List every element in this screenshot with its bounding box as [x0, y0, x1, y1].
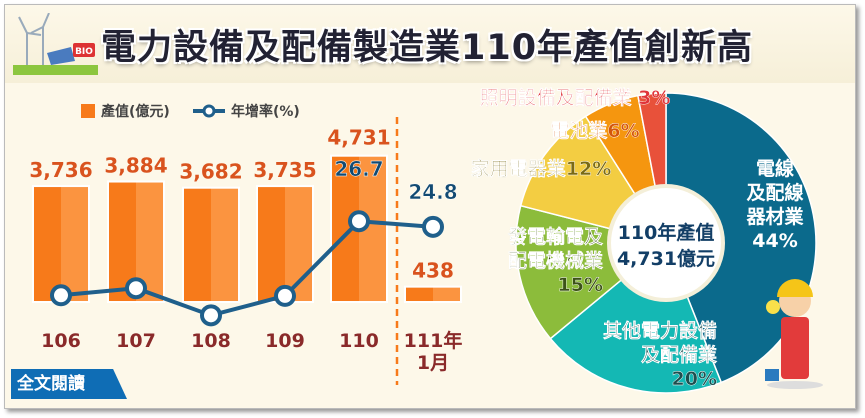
growth-point — [50, 284, 72, 307]
legend-line: 年增率(%) — [193, 101, 300, 121]
pie-slice-label: 電線 — [756, 157, 794, 180]
growth-point — [274, 284, 296, 307]
legend-line-label: 年增率(%) — [231, 104, 300, 120]
x-axis-label: 107 — [116, 330, 156, 352]
read-more-button[interactable]: 全文閱讀 — [11, 369, 127, 399]
bar-value-label: 3,884 — [104, 154, 167, 178]
x-axis-label: 108 — [191, 330, 231, 352]
pie-slice-label: 15% — [558, 274, 603, 296]
bar-highlight — [433, 287, 460, 301]
toolbox-icon — [765, 369, 779, 381]
growth-line — [60, 219, 434, 318]
logo-text: BIO — [75, 47, 93, 57]
bar-highlight — [61, 187, 88, 301]
pie-slice-label: 44% — [752, 230, 797, 252]
pie-slice-label: 家用電器業12% — [471, 157, 611, 180]
bar — [258, 187, 285, 301]
growth-point — [125, 277, 147, 300]
worker-shadow — [767, 381, 823, 389]
pie-slice-label: 發電輸電及 — [507, 225, 604, 248]
legend-bar: 產值(億元) — [81, 101, 170, 121]
header — [5, 5, 855, 83]
bar-value-label: 3,735 — [253, 158, 316, 182]
x-axis-label: 1月 — [417, 352, 449, 374]
pie-slice-label: 照明設備及配備業 3% — [480, 86, 671, 109]
bar-value-label: 438 — [412, 259, 454, 283]
pie-center-label: 110年產值 — [618, 221, 715, 244]
x-axis-label: 106 — [41, 330, 81, 352]
growth-point — [200, 304, 222, 327]
worker-illustration-icon — [765, 279, 823, 389]
growth-point — [422, 215, 444, 238]
bar-highlight — [211, 188, 238, 301]
pie-slice-label: 20% — [672, 368, 717, 390]
worker-overalls — [781, 317, 809, 379]
page-title: 電力設備及配備製造業110年產值創新高 — [101, 28, 754, 68]
pie-hole — [611, 188, 721, 298]
x-axis-label: 111年 — [404, 329, 463, 352]
x-axis-label: 110 — [339, 330, 379, 352]
growth-value-label: 26.7 — [334, 157, 383, 181]
x-axis-label: 109 — [265, 330, 305, 352]
bar-value-label: 3,736 — [29, 158, 92, 182]
pie-slice-label: 及配線 — [746, 181, 803, 204]
infographic-frame: BIO 電力設備及配備製造業110年產值創新高 產值(億元) 年增率(%) 3,… — [4, 4, 856, 409]
pie-center-label: 4,731億元 — [617, 247, 715, 270]
growth-value-label: 24.8 — [408, 180, 457, 204]
chart-canvas: 3,736 106 3,884 107 3,682 108 3,735 109 4,731 110… — [29, 86, 823, 394]
light-bulb-icon — [766, 300, 780, 314]
bar — [184, 188, 211, 301]
energy-logo-icon: BIO — [13, 13, 98, 75]
pie-slice-label: 及配備業 — [641, 343, 718, 366]
pie-slice-label: 其他電力設備 — [603, 319, 717, 342]
bar-value-label: 3,682 — [179, 160, 242, 184]
growth-point — [348, 210, 370, 233]
bar-value-label: 4,731 — [327, 126, 390, 150]
worker-helmet — [777, 279, 813, 297]
legend-bar-label: 產值(億元) — [101, 104, 170, 120]
bar — [34, 187, 61, 301]
pie-slice-label: 器材業 — [745, 205, 804, 228]
legend-bar-swatch — [81, 104, 95, 118]
pie-slice-label: 電池業6% — [550, 119, 639, 142]
pie-slice-label: 配電機械業 — [508, 249, 604, 272]
bar — [406, 287, 433, 301]
legend-line-icon — [193, 104, 225, 118]
